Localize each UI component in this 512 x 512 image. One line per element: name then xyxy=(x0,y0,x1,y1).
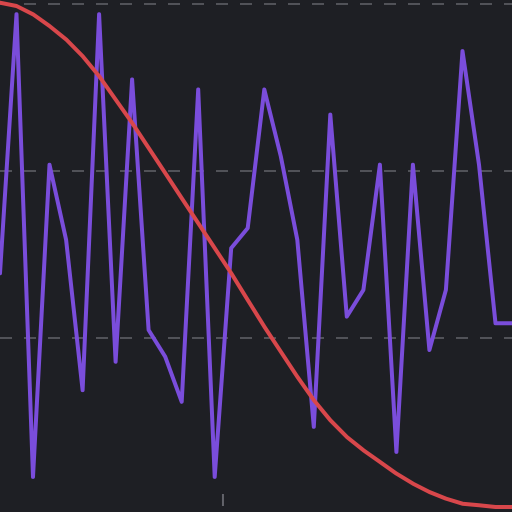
series-line-1 xyxy=(0,12,512,479)
